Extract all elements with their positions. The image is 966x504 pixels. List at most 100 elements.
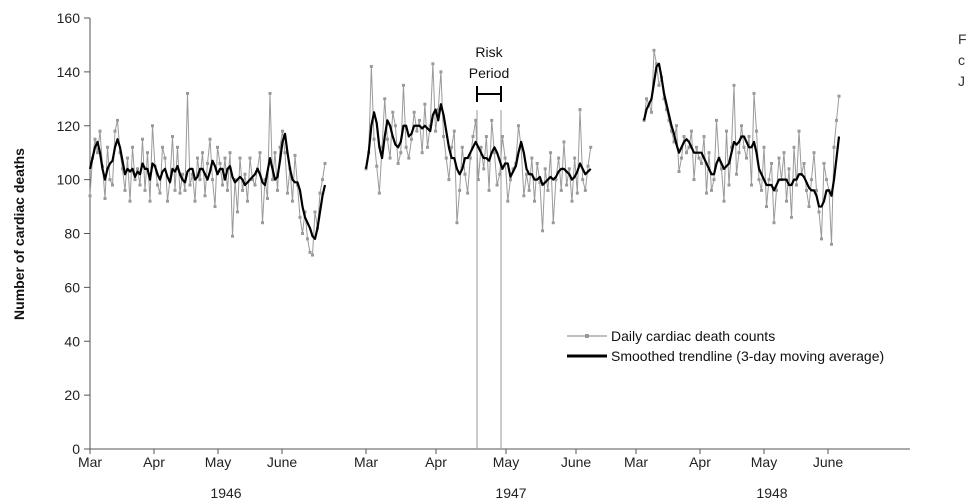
x-tick-label: June [267,454,298,470]
daily-point [377,191,381,195]
daily-point [770,161,773,165]
daily-point [490,118,494,122]
daily-point [506,199,510,203]
y-tick-label: 0 [72,441,80,457]
daily-point [498,172,502,176]
daily-point [807,205,811,209]
daily-point [519,145,523,149]
daily-point [720,167,723,171]
daily-point [253,183,257,187]
daily-point [206,161,209,165]
y-tick-label: 100 [57,172,81,188]
daily-point [221,183,224,187]
daily-point [246,199,249,203]
daily-point [131,145,134,149]
x-tick-label: May [493,454,519,470]
daily-point [742,145,746,149]
daily-point [93,137,97,141]
daily-point [226,188,229,192]
x-tick-label: May [205,454,231,470]
daily-point [273,151,277,155]
daily-point [785,199,788,203]
daily-point [261,221,264,225]
daily-point [298,215,302,219]
daily-point [695,145,698,149]
daily-point [492,151,496,155]
daily-point [375,164,379,168]
risk-period-annotation: Risk Period [469,44,509,102]
daily-point [452,129,456,133]
daily-point [136,167,139,171]
daily-point [188,183,192,187]
daily-point [450,145,454,149]
daily-point [830,242,833,246]
daily-point [98,129,102,133]
daily-point [171,135,174,139]
daily-point [385,137,389,141]
daily-point [241,188,244,192]
y-tick-label: 40 [64,333,80,349]
legend-daily-label: Daily cardiac death counts [611,328,775,344]
legend: Daily cardiac death counts Smoothed tren… [567,328,884,364]
daily-point [436,108,440,112]
daily-point [682,135,686,139]
daily-point [271,178,274,182]
daily-point [393,124,397,128]
daily-point [782,151,786,155]
daily-point [565,183,569,187]
daily-point [570,199,574,203]
daily-point [426,145,430,149]
daily-series-group [88,48,841,257]
legend-smoothed-label: Smoothed trendline (3-day moving average… [611,348,884,364]
daily-point [835,118,838,122]
daily-point [474,118,478,122]
daily-point [213,205,217,209]
axes-group [89,18,910,450]
risk-label-line2: Period [469,65,509,81]
daily-point [434,129,438,133]
daily-point [372,137,376,141]
daily-point [503,156,507,160]
daily-point [762,145,766,149]
x-tick-label: Mar [354,454,378,470]
daily-point [657,83,661,87]
daily-point [557,156,561,160]
daily-point [645,97,648,101]
daily-point [730,145,733,149]
daily-point [439,70,443,74]
daily-point [460,145,464,149]
daily-point [690,129,693,133]
daily-point [301,232,304,235]
daily-point [321,178,324,182]
daily-point [832,145,836,149]
daily-point [211,178,214,182]
daily-point [482,167,486,171]
smoothed-series-group [88,62,841,240]
daily-point [516,124,520,128]
daily-point [404,145,408,149]
daily-point [278,145,282,149]
daily-point [468,156,472,160]
daily-point [415,129,419,133]
daily-point [181,172,184,176]
daily-point [231,234,234,238]
daily-point [151,124,154,128]
daily-point [133,178,137,182]
daily-point [775,188,778,192]
daily-point [201,151,204,155]
daily-point [183,188,187,192]
daily-point [166,199,169,203]
daily-point [583,188,587,192]
daily-point [535,161,539,165]
cropped-side-text: F c J [958,31,966,89]
daily-point [702,135,706,139]
daily-point [543,167,547,171]
x-tick-label: June [813,454,844,470]
daily-point [444,156,448,160]
daily-point [533,199,537,203]
y-tick-label: 20 [64,387,80,403]
daily-point [108,178,112,182]
daily-point [318,191,322,195]
daily-point [815,188,818,192]
daily-point [581,178,585,182]
